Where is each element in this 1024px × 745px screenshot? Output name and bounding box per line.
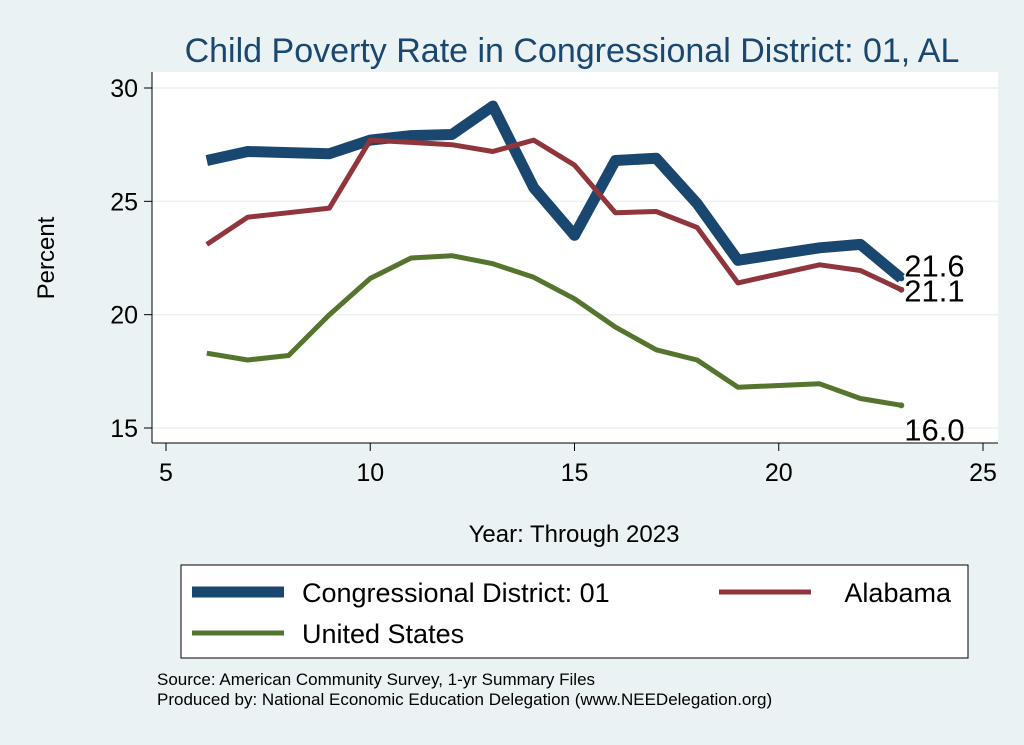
source-note: Source: American Community Survey, 1-yr …: [157, 670, 596, 689]
x-tick-label: 15: [561, 459, 589, 487]
x-tick-label: 20: [765, 459, 793, 487]
producer-note: Produced by: National Economic Education…: [157, 690, 773, 709]
y-axis-label: Percent: [33, 216, 60, 299]
legend-label: Alabama: [844, 578, 952, 608]
series-lines: [205, 100, 905, 408]
legend-label: United States: [302, 619, 464, 649]
end-point-marker: [898, 275, 905, 282]
x-tick-label: 25: [969, 459, 997, 487]
y-tick-label: 20: [110, 302, 138, 330]
x-tick-label: 10: [356, 459, 384, 487]
end-point-marker: [898, 286, 905, 293]
chart-title: Child Poverty Rate in Congressional Dist…: [185, 32, 960, 70]
x-axis-label: Year: Through 2023: [469, 521, 680, 548]
end-point-marker: [898, 402, 905, 409]
y-axis-ticks: 15 20 25 30: [110, 75, 152, 443]
chart-svg: Child Poverty Rate in Congressional Dist…: [33, 32, 998, 659]
end-value-label: 21.1: [904, 274, 964, 309]
y-tick-label: 15: [110, 415, 138, 443]
x-tick-label: 5: [159, 459, 173, 487]
end-value-label: 16.0: [904, 412, 964, 447]
x-axis-ticks: 5 10 15 20 25: [159, 443, 997, 487]
legend-label: Congressional District: 01: [302, 578, 610, 608]
end-value-label: 21.6: [904, 248, 964, 283]
end-labels: 21.621.1 16.0: [898, 248, 965, 447]
legend-box: [180, 564, 969, 659]
gridlines: [152, 87, 998, 429]
legend: Congressional District: 01 Alabama United …: [192, 578, 952, 649]
y-tick-label: 25: [110, 188, 138, 216]
y-tick-label: 30: [110, 75, 138, 103]
plot-area: [152, 72, 998, 443]
